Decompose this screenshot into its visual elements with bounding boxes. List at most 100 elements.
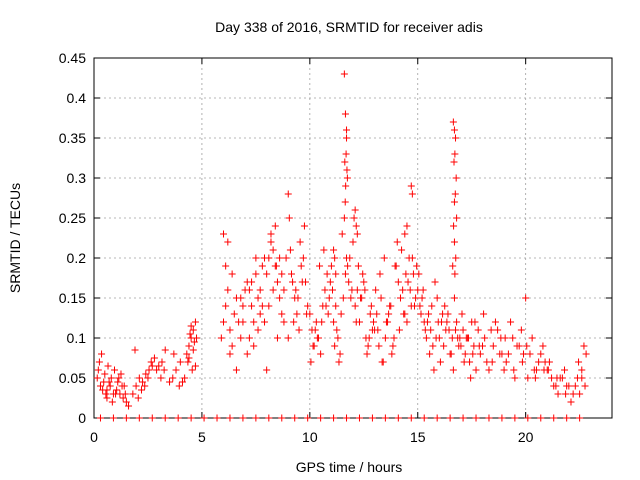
data-point — [571, 382, 579, 390]
data-point — [296, 238, 304, 246]
data-point — [401, 230, 409, 238]
data-point — [423, 318, 431, 326]
y-tick-label: 0.05 — [59, 370, 86, 386]
data-point — [99, 386, 107, 394]
x-tick-label: 5 — [198, 429, 206, 445]
data-point — [436, 358, 444, 366]
data-point — [344, 262, 352, 270]
data-point — [263, 270, 271, 278]
data-point — [304, 414, 312, 422]
data-point — [101, 370, 109, 378]
data-point — [94, 366, 102, 374]
data-point — [287, 270, 295, 278]
chart-title: Day 338 of 2016, SRMTID for receiver adi… — [215, 19, 483, 35]
data-point — [187, 322, 195, 330]
x-tick-label: 0 — [90, 429, 98, 445]
data-point — [385, 310, 393, 318]
data-point — [498, 414, 506, 422]
y-tick-label: 0.3 — [67, 170, 87, 186]
data-point — [515, 342, 523, 350]
data-point — [278, 414, 286, 422]
data-point — [494, 326, 502, 334]
data-point — [450, 222, 458, 230]
data-point — [258, 302, 266, 310]
x-axis-label: GPS time / hours — [296, 459, 403, 475]
data-point — [350, 214, 358, 222]
data-point — [323, 270, 331, 278]
data-point — [272, 262, 280, 270]
data-point — [563, 414, 571, 422]
y-tick-label: 0.35 — [59, 130, 86, 146]
data-point — [313, 334, 321, 342]
data-point — [334, 334, 342, 342]
data-point — [343, 174, 351, 182]
data-point — [451, 150, 459, 158]
data-point — [200, 414, 208, 422]
data-point — [278, 310, 286, 318]
data-point — [502, 358, 510, 366]
data-point — [511, 414, 519, 422]
data-point — [387, 302, 395, 310]
data-point — [340, 214, 348, 222]
data-point — [374, 326, 382, 334]
data-point — [380, 254, 388, 262]
data-point — [351, 206, 359, 214]
data-points — [93, 70, 590, 422]
data-point — [300, 222, 308, 230]
data-point — [412, 294, 420, 302]
data-point — [355, 414, 363, 422]
data-point — [346, 254, 354, 262]
data-point — [261, 318, 269, 326]
data-point — [341, 270, 349, 278]
data-point — [184, 358, 192, 366]
data-point — [232, 366, 240, 374]
data-point — [220, 230, 227, 238]
data-point — [307, 358, 315, 366]
data-point — [399, 286, 407, 294]
data-point — [582, 350, 590, 358]
data-point — [113, 386, 121, 394]
data-point — [145, 366, 153, 374]
data-point — [451, 270, 459, 278]
data-point — [460, 358, 468, 366]
data-point — [426, 350, 434, 358]
data-point — [422, 334, 430, 342]
data-point — [343, 414, 351, 422]
data-point — [461, 350, 469, 358]
data-point — [278, 270, 286, 278]
data-point — [174, 414, 182, 422]
data-point — [117, 370, 125, 378]
data-point — [459, 326, 467, 334]
data-point — [158, 358, 166, 366]
data-point — [137, 386, 145, 394]
data-point — [408, 254, 416, 262]
data-point — [403, 222, 411, 230]
data-point — [332, 302, 340, 310]
y-tick-label: 0.15 — [59, 290, 86, 306]
data-point — [539, 342, 547, 350]
data-point — [267, 238, 275, 246]
data-point — [420, 414, 428, 422]
data-point — [341, 158, 349, 166]
data-point — [226, 350, 234, 358]
data-point — [181, 374, 189, 382]
data-point — [248, 278, 256, 286]
data-point — [485, 366, 493, 374]
data-point — [357, 294, 365, 302]
data-point — [480, 310, 488, 318]
data-point — [187, 414, 195, 422]
data-point — [239, 302, 247, 310]
data-point — [565, 382, 573, 390]
data-point — [119, 394, 127, 402]
data-point — [469, 350, 477, 358]
data-point — [416, 302, 424, 310]
data-point — [322, 302, 330, 310]
data-point — [298, 278, 306, 286]
data-point — [135, 374, 143, 382]
data-point — [449, 262, 457, 270]
data-point — [306, 310, 314, 318]
data-point — [449, 366, 457, 374]
data-point — [330, 414, 338, 422]
data-point — [388, 350, 396, 358]
data-point — [245, 334, 253, 342]
